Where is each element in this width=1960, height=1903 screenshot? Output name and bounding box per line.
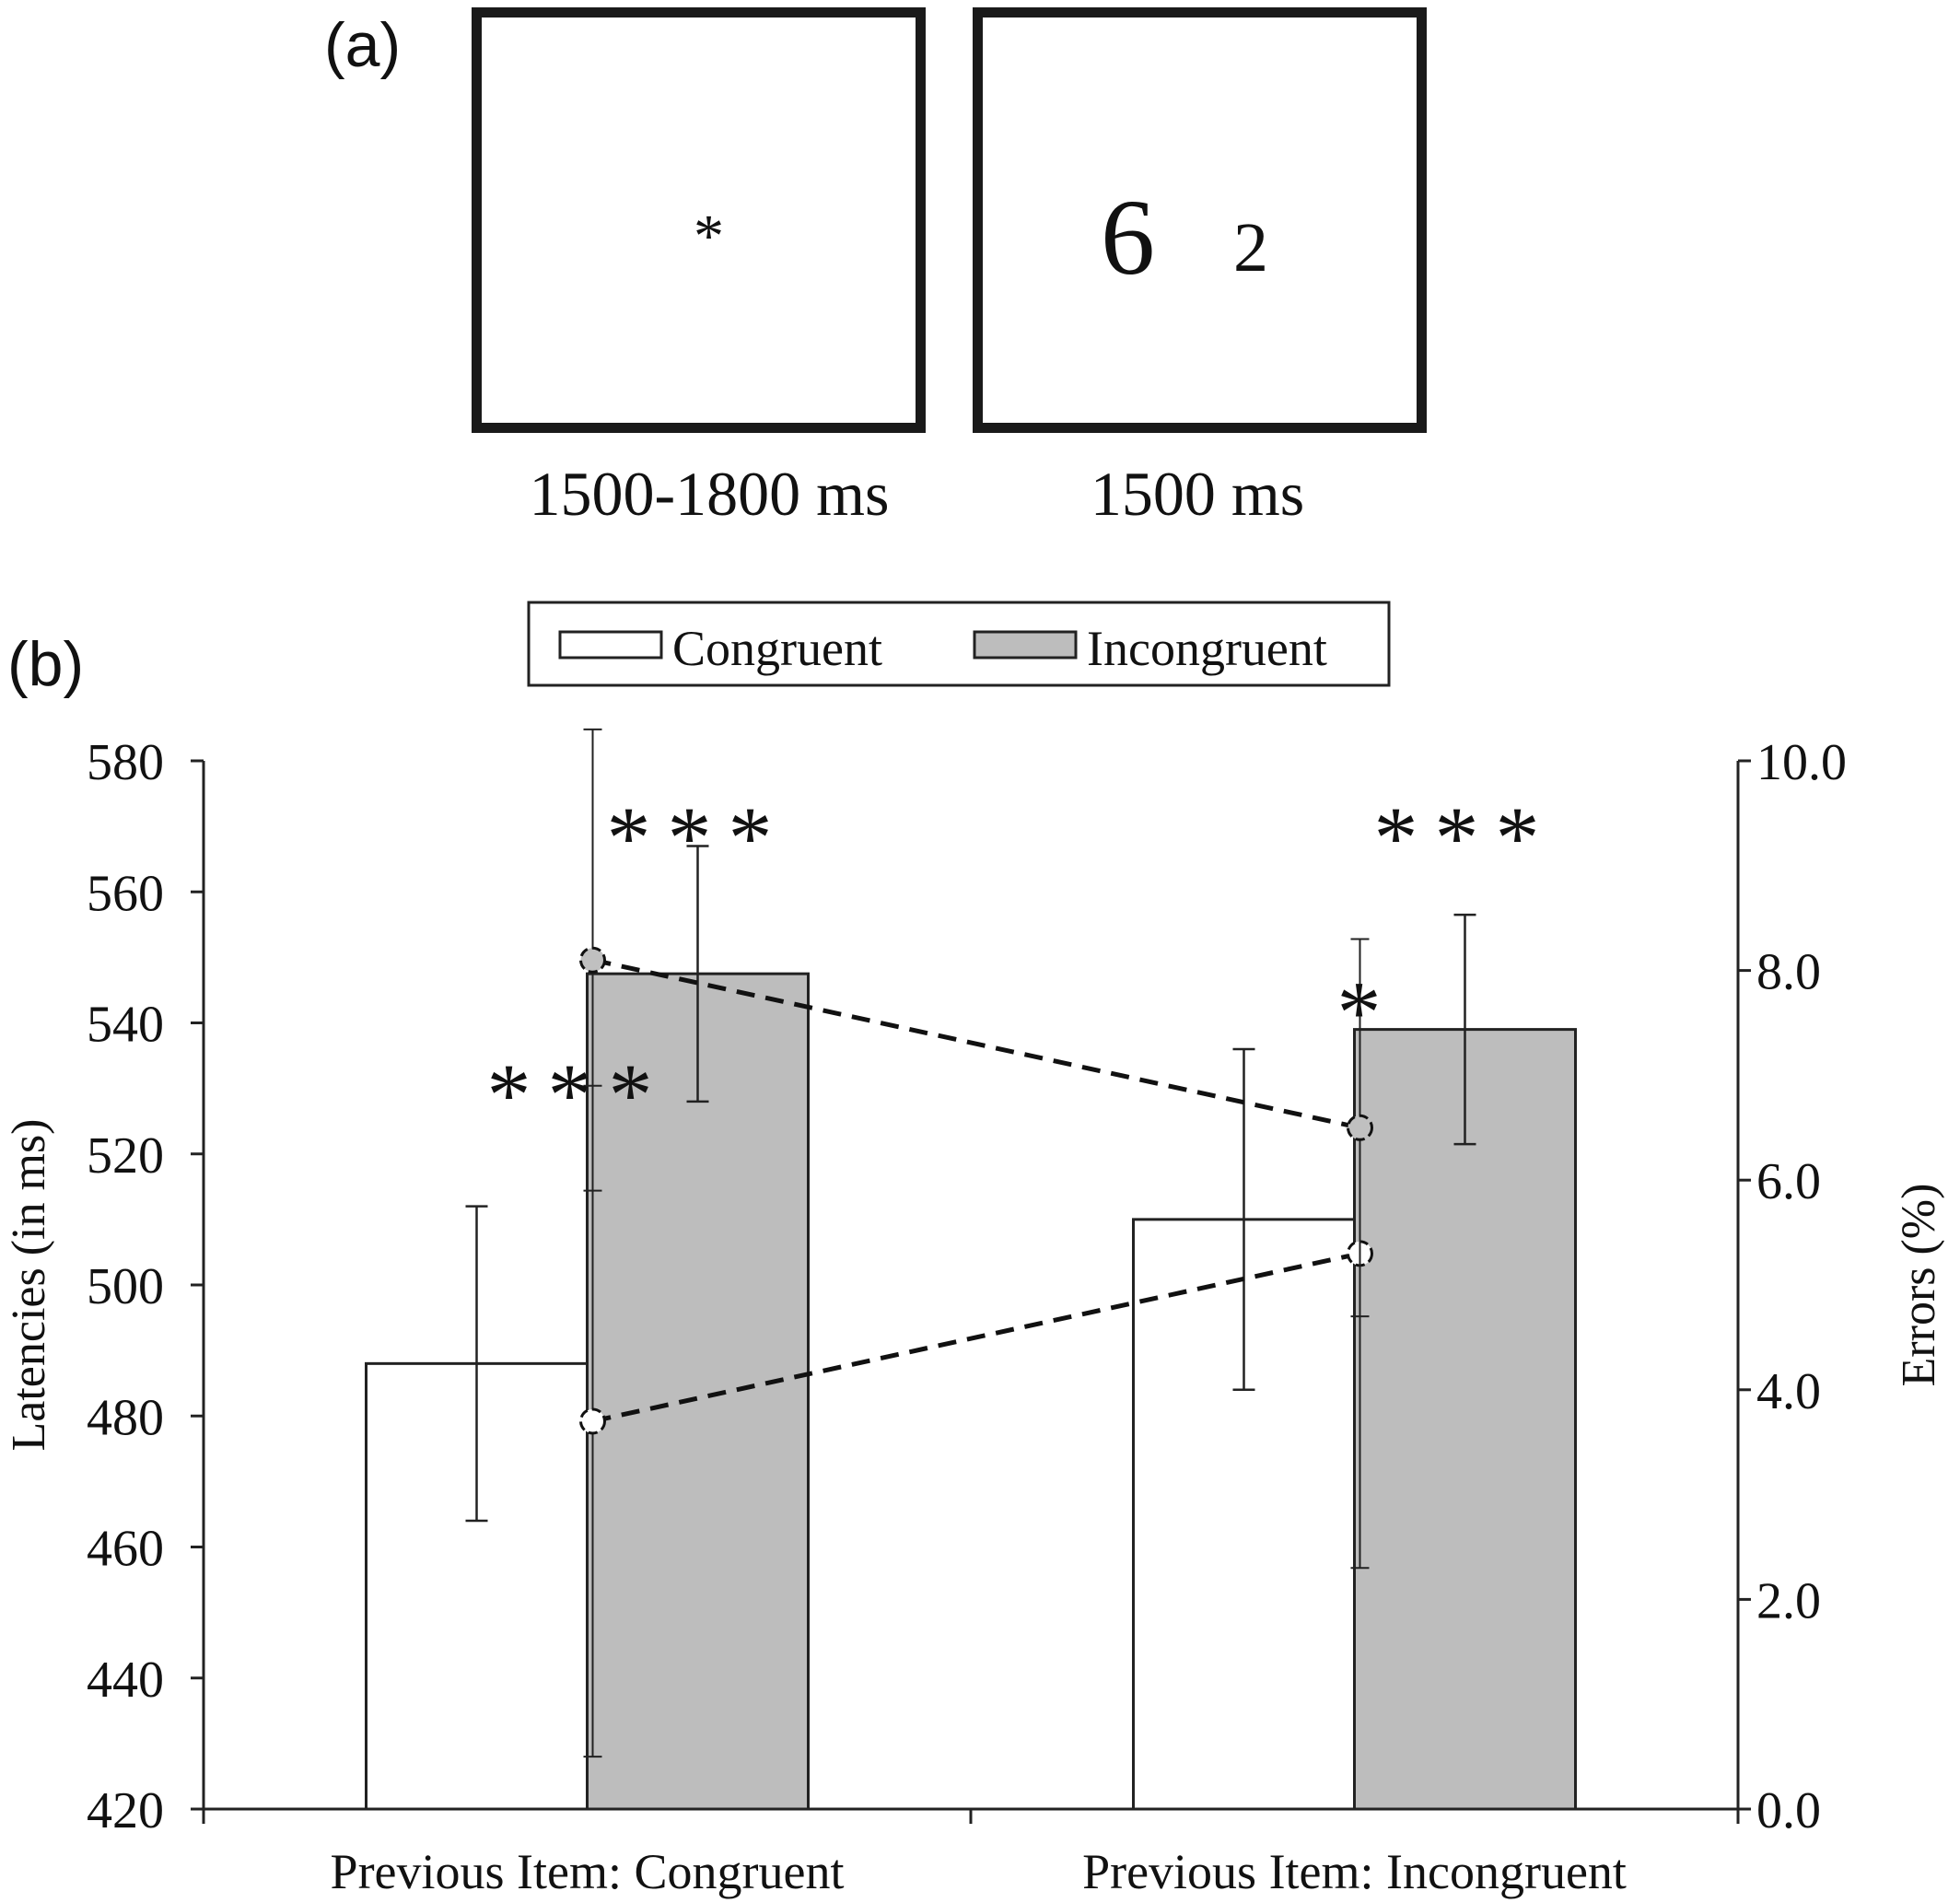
legend-swatch-congruent: [558, 630, 663, 660]
stimulus-duration-caption: 1500 ms: [1090, 459, 1305, 529]
latency-error-chart: 420 440 460 480 500 520 540 560 580 0.0 2.0 4.0 6.0 8…: [3, 601, 1945, 1899]
left-axis-tick-label: 520: [87, 1127, 164, 1185]
left-axis-tick-label: 480: [87, 1389, 164, 1446]
legend-box: [527, 601, 1391, 687]
legend-label-incongruent: Incongruent: [1087, 621, 1327, 676]
bar-incongruent: [1353, 1028, 1577, 1811]
legend-label-congruent: Congruent: [672, 621, 882, 676]
fixation-duration-caption: 1500-1800 ms: [529, 459, 890, 529]
significance-marker: ***: [607, 788, 789, 887]
legend-swatch-incongruent: [973, 630, 1078, 660]
stimulus-digit-large: 6: [1101, 177, 1155, 298]
bar-incongruent: [586, 972, 810, 1811]
right-axis-label: Errors (%): [1893, 1184, 1945, 1387]
left-axis-tick-label: 420: [87, 1782, 164, 1839]
errors-point-congruent: [579, 1407, 606, 1435]
right-axis-tick-label: 10.0: [1756, 734, 1847, 791]
x-axis-category-label: Previous Item: Congruent: [331, 1844, 845, 1899]
left-axis-tick-label: 580: [87, 734, 164, 791]
significance-marker: *: [1337, 963, 1398, 1061]
fixation-frame: *: [472, 7, 926, 433]
left-axis-tick-label: 500: [87, 1258, 164, 1315]
significance-marker: ***: [487, 1045, 670, 1144]
left-axis-tick-label: 440: [87, 1652, 164, 1709]
significance-marker: ***: [1374, 788, 1557, 887]
left-axis-tick-label: 560: [87, 865, 164, 922]
right-axis-tick-label: 8.0: [1756, 944, 1821, 1001]
right-axis-tick-label: 6.0: [1756, 1153, 1821, 1210]
errors-line-incongruent: [591, 957, 1361, 1130]
right-axis-tick-label: 4.0: [1756, 1363, 1821, 1420]
x-axis-category-label: Previous Item: Incongruent: [1082, 1844, 1627, 1899]
stimulus-digit-small: 2: [1233, 209, 1268, 286]
left-axis-tick-label: 460: [87, 1521, 164, 1578]
fixation-asterisk: *: [694, 203, 724, 270]
errors-point-incongruent: [1347, 1114, 1373, 1141]
right-axis-tick-label: 0.0: [1756, 1782, 1821, 1839]
stimulus-frame: 6 2: [973, 7, 1427, 433]
panel-a-label: (a): [324, 10, 402, 80]
right-axis-tick-label: 2.0: [1756, 1572, 1821, 1629]
left-axis-label: Latencies (in ms): [3, 1119, 55, 1452]
errors-point-incongruent: [579, 946, 606, 974]
errors-line-congruent: [591, 1251, 1361, 1424]
left-axis-tick-label: 540: [87, 997, 164, 1054]
panel-b-label: (b): [7, 629, 85, 699]
